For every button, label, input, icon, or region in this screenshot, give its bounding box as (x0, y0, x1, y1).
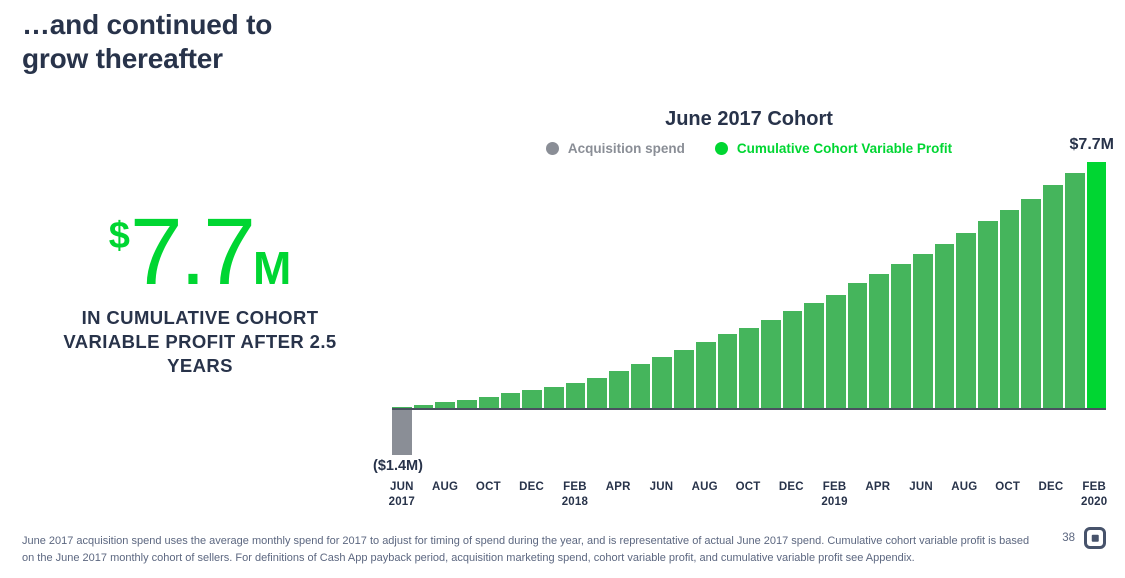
x-axis-tick: OCT (475, 481, 501, 493)
cumulative-profit-bar (1064, 173, 1085, 409)
cumulative-profit-bar (609, 370, 629, 409)
legend-label: Cumulative Cohort Variable Profit (736, 141, 953, 156)
x-axis-tick: DEC (1038, 481, 1064, 493)
stat-currency-symbol: $ (108, 215, 130, 257)
footnote-line: on the June 2017 monthly cohort of selle… (22, 552, 915, 565)
footnote: June 2017 acquisition spend uses the ave… (22, 533, 1042, 567)
stat-figure: $7.7M (50, 198, 350, 305)
chart-legend: Acquisition spend Cumulative Cohort Vari… (392, 141, 1106, 156)
acquisition-spend-label: ($1.4M) (373, 458, 423, 474)
chart-title: June 2017 Cohort (665, 108, 833, 130)
cumulative-profit-bar (869, 274, 890, 409)
cumulative-profit-bar (717, 334, 738, 409)
legend-item-acquisition-spend: Acquisition spend (545, 141, 685, 156)
x-axis-baseline (392, 407, 1106, 410)
legend-label: Acquisition spend (567, 141, 685, 156)
x-axis-tick: APR (605, 481, 631, 493)
cohort-chart: June 2017 Cohort Acquisition spend Cumul… (373, 108, 1114, 520)
cumulative-profit-stat: $7.7M IN CUMULATIVE COHORT VARIABLE PROF… (50, 198, 350, 378)
cumulative-profit-bar (652, 357, 673, 409)
cumulative-profit-bar (760, 320, 781, 409)
cumulative-profit-bar (826, 294, 846, 409)
cumulative-profit-bar (457, 399, 477, 409)
x-axis-tick: APR (865, 481, 891, 493)
x-axis-tick: JUN 2017 (388, 481, 416, 508)
x-axis-tick: AUG (691, 481, 718, 493)
green-dot-icon (714, 142, 728, 155)
x-axis-tick: OCT (995, 481, 1021, 493)
cumulative-profit-bar (977, 221, 998, 409)
stat-unit: M (252, 242, 292, 294)
cumulative-profit-bar (891, 264, 911, 409)
cumulative-profit-bar (565, 383, 586, 409)
bar-series (392, 162, 1107, 409)
cumulative-profit-bar (847, 283, 868, 409)
cumulative-profit-bar (587, 378, 608, 409)
x-axis-tick: AUG (951, 481, 978, 493)
page-meta: 38 (1062, 527, 1106, 549)
x-axis-tick: AUG (432, 481, 459, 493)
cumulative-profit-bar (956, 232, 976, 409)
cumulative-profit-bar (1021, 199, 1042, 409)
cumulative-profit-bar (435, 401, 456, 409)
slide-title: …and continued to grow thereafter (22, 9, 273, 75)
cumulative-profit-bar (804, 303, 825, 409)
square-logo-icon (1084, 527, 1106, 549)
legend-item-cumulative-profit: Cumulative Cohort Variable Profit (714, 141, 953, 156)
cumulative-profit-bar (739, 328, 759, 409)
page-number: 38 (1062, 532, 1075, 544)
x-axis-tick: FEB 2020 (1080, 481, 1108, 508)
x-axis-tick: JUN (909, 481, 933, 493)
cumulative-profit-bar (674, 350, 694, 409)
peak-value-label: $7.7M (1069, 136, 1114, 153)
cumulative-profit-bar (522, 390, 542, 409)
stat-caption: IN CUMULATIVE COHORT VARIABLE PROFIT AFT… (63, 307, 337, 377)
cumulative-profit-bar (543, 387, 564, 409)
cumulative-profit-bar (934, 244, 955, 409)
x-axis-tick: FEB 2018 (561, 481, 589, 508)
x-axis-tick: DEC (778, 481, 804, 493)
cumulative-profit-bar (500, 393, 521, 409)
stat-value: 7.7 (129, 199, 256, 305)
x-axis-tick: OCT (735, 481, 761, 493)
x-axis-tick: DEC (519, 481, 545, 493)
cumulative-profit-bar (413, 404, 434, 409)
cumulative-profit-bar (1086, 162, 1107, 409)
acquisition-spend-bar (392, 410, 412, 455)
cumulative-profit-bar (478, 396, 499, 409)
x-axis-tick: FEB 2019 (821, 481, 848, 508)
gray-dot-icon (545, 142, 559, 155)
plot-area: ($1.4M) JUN 2017 AUG OCT DEC FEB 2018 APR JUN AUG… (373, 162, 1107, 508)
x-axis: JUN 2017 AUG OCT DEC FEB 2018 APR JUN AUG OCT DEC FE… (388, 480, 1108, 514)
cumulative-profit-bar (912, 254, 933, 409)
footnote-line: June 2017 acquisition spend uses the ave… (22, 535, 1030, 547)
cumulative-profit-bar (782, 311, 803, 409)
cumulative-profit-bar (630, 363, 651, 409)
cumulative-profit-bar (1043, 184, 1063, 409)
cumulative-profit-bar (695, 341, 716, 409)
cumulative-profit-bar (999, 210, 1020, 409)
x-axis-tick: JUN (649, 481, 674, 493)
